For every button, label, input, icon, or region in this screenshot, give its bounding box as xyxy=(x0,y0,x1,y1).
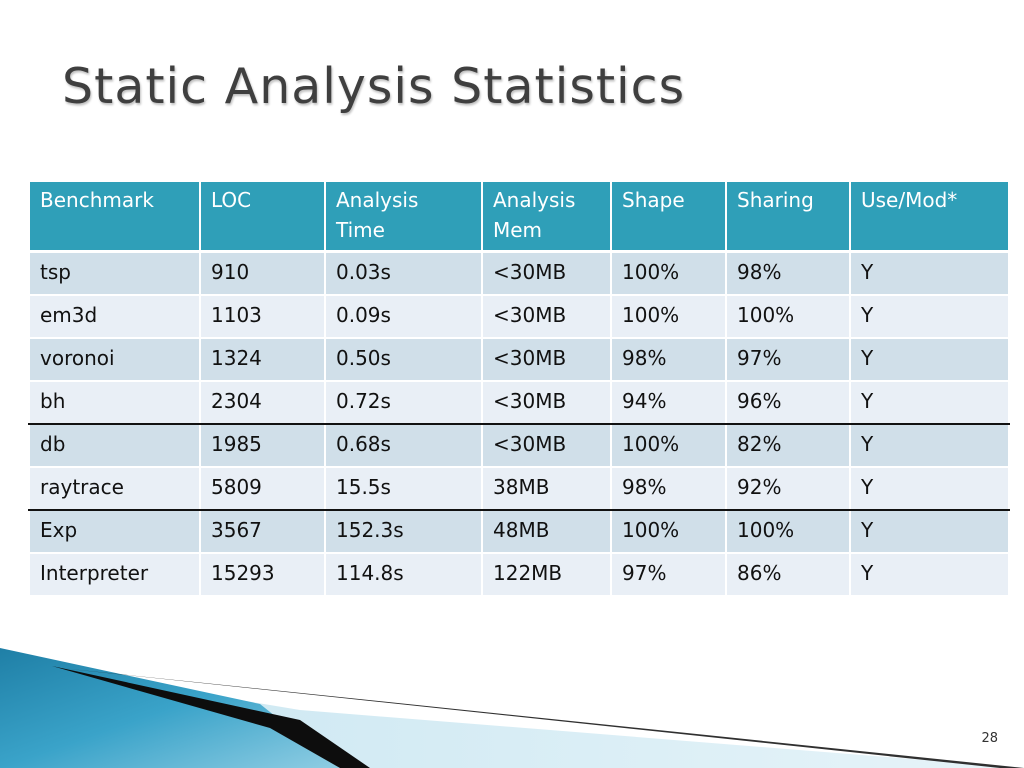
cell-loc: 5809 xyxy=(199,467,326,511)
cell-sharing: 82% xyxy=(725,424,851,468)
cell-shape: 100% xyxy=(610,424,727,468)
cell-sharing: 96% xyxy=(725,381,851,425)
cell-benchmark: bh xyxy=(28,381,201,425)
cell-loc: 15293 xyxy=(199,553,326,597)
statistics-table: Benchmark LOC Analysis Time Analysis Mem… xyxy=(28,182,1010,597)
table-row: bh 2304 0.72s <30MB 94% 96% Y xyxy=(28,381,1010,425)
table-row: voronoi 1324 0.50s <30MB 98% 97% Y xyxy=(28,338,1010,382)
cell-sharing: 100% xyxy=(725,295,851,339)
cell-analysis-time: 0.72s xyxy=(324,381,483,425)
cell-analysis-time: 152.3s xyxy=(324,510,483,554)
cell-analysis-time: 15.5s xyxy=(324,467,483,511)
cell-benchmark: tsp xyxy=(28,251,201,296)
cell-shape: 97% xyxy=(610,553,727,597)
header-benchmark: Benchmark xyxy=(28,182,201,253)
cell-analysis-mem: 38MB xyxy=(481,467,612,511)
table-row: Interpreter 15293 114.8s 122MB 97% 86% Y xyxy=(28,553,1010,597)
cell-use-mod: Y xyxy=(849,381,1010,425)
cell-sharing: 98% xyxy=(725,251,851,296)
cell-analysis-mem: <30MB xyxy=(481,295,612,339)
cell-sharing: 86% xyxy=(725,553,851,597)
cell-shape: 98% xyxy=(610,467,727,511)
table-row: Exp 3567 152.3s 48MB 100% 100% Y xyxy=(28,510,1010,554)
header-shape: Shape xyxy=(610,182,727,253)
cell-analysis-mem: <30MB xyxy=(481,338,612,382)
header-loc: LOC xyxy=(199,182,326,253)
cell-loc: 1103 xyxy=(199,295,326,339)
cell-analysis-time: 114.8s xyxy=(324,553,483,597)
cell-analysis-mem: <30MB xyxy=(481,251,612,296)
cell-shape: 100% xyxy=(610,295,727,339)
cell-analysis-time: 0.50s xyxy=(324,338,483,382)
cell-shape: 98% xyxy=(610,338,727,382)
table-row: em3d 1103 0.09s <30MB 100% 100% Y xyxy=(28,295,1010,339)
header-use-mod: Use/Mod* xyxy=(849,182,1010,253)
cell-sharing: 92% xyxy=(725,467,851,511)
slide-title: Static Analysis Statistics xyxy=(62,58,686,115)
header-analysis-time: Analysis Time xyxy=(324,182,483,253)
cell-loc: 1985 xyxy=(199,424,326,468)
header-sharing: Sharing xyxy=(725,182,851,253)
cell-shape: 94% xyxy=(610,381,727,425)
cell-use-mod: Y xyxy=(849,510,1010,554)
cell-analysis-time: 0.09s xyxy=(324,295,483,339)
cell-use-mod: Y xyxy=(849,424,1010,468)
cell-benchmark: Exp xyxy=(28,510,201,554)
cell-shape: 100% xyxy=(610,251,727,296)
cell-loc: 3567 xyxy=(199,510,326,554)
cell-sharing: 97% xyxy=(725,338,851,382)
cell-loc: 2304 xyxy=(199,381,326,425)
decorative-swoosh xyxy=(0,648,1024,768)
cell-use-mod: Y xyxy=(849,467,1010,511)
cell-loc: 910 xyxy=(199,251,326,296)
cell-benchmark: em3d xyxy=(28,295,201,339)
cell-loc: 1324 xyxy=(199,338,326,382)
table-row: tsp 910 0.03s <30MB 100% 98% Y xyxy=(28,251,1010,296)
cell-analysis-time: 0.03s xyxy=(324,251,483,296)
cell-sharing: 100% xyxy=(725,510,851,554)
cell-shape: 100% xyxy=(610,510,727,554)
page-number: 28 xyxy=(981,731,998,746)
cell-benchmark: Interpreter xyxy=(28,553,201,597)
cell-analysis-mem: <30MB xyxy=(481,381,612,425)
cell-use-mod: Y xyxy=(849,251,1010,296)
cell-benchmark: voronoi xyxy=(28,338,201,382)
header-analysis-mem: Analysis Mem xyxy=(481,182,612,253)
cell-analysis-time: 0.68s xyxy=(324,424,483,468)
cell-analysis-mem: 122MB xyxy=(481,553,612,597)
cell-use-mod: Y xyxy=(849,295,1010,339)
table-row: raytrace 5809 15.5s 38MB 98% 92% Y xyxy=(28,467,1010,511)
cell-analysis-mem: <30MB xyxy=(481,424,612,468)
cell-use-mod: Y xyxy=(849,338,1010,382)
table-header-row: Benchmark LOC Analysis Time Analysis Mem… xyxy=(28,182,1010,253)
cell-benchmark: raytrace xyxy=(28,467,201,511)
table-row: db 1985 0.68s <30MB 100% 82% Y xyxy=(28,424,1010,468)
cell-analysis-mem: 48MB xyxy=(481,510,612,554)
cell-benchmark: db xyxy=(28,424,201,468)
cell-use-mod: Y xyxy=(849,553,1010,597)
